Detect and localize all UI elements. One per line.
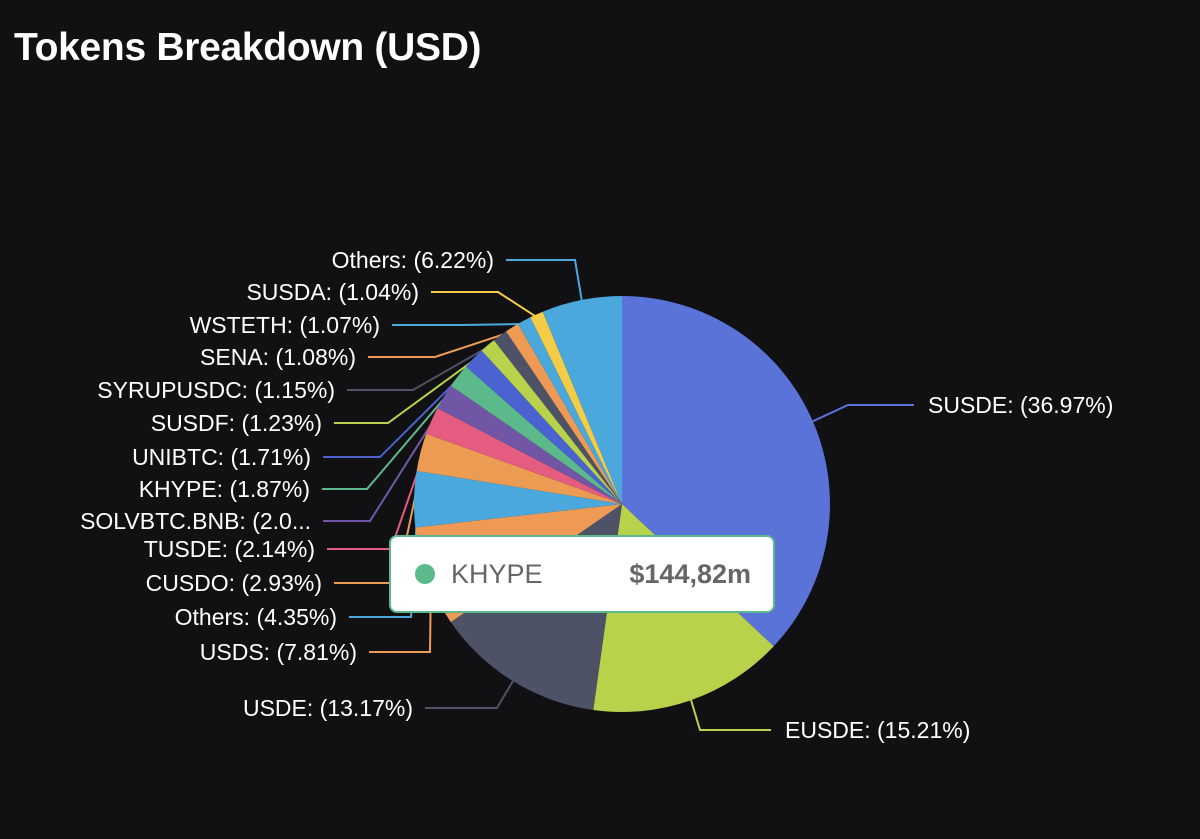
slice-label: SUSDF: (1.23%) bbox=[151, 410, 322, 436]
pie-slice-susde[interactable] bbox=[622, 296, 831, 647]
slice-label: EUSDE: (15.21%) bbox=[785, 717, 970, 743]
slice-label: SENA: (1.08%) bbox=[200, 344, 356, 370]
leader-line bbox=[322, 377, 463, 490]
leader-line bbox=[334, 347, 491, 424]
tooltip-series-name: KHYPE bbox=[451, 558, 543, 589]
slice-label: SUSDE: (36.97%) bbox=[928, 392, 1113, 418]
pie-slice-others[interactable] bbox=[542, 296, 622, 504]
leader-line bbox=[431, 291, 539, 319]
leader-line bbox=[323, 398, 449, 522]
pie-slice-syrupusdc[interactable] bbox=[493, 331, 622, 504]
leader-line bbox=[323, 360, 478, 458]
pie-slice-cusdo[interactable] bbox=[416, 433, 622, 504]
tooltip-color-dot bbox=[415, 564, 435, 584]
leader-line bbox=[688, 696, 771, 731]
slice-label: USDE: (13.17%) bbox=[243, 695, 413, 721]
leader-line bbox=[506, 259, 584, 305]
slice-label: Others: (4.35%) bbox=[175, 604, 337, 630]
leader-line bbox=[392, 323, 527, 326]
pie-slice-wsteth[interactable] bbox=[517, 317, 622, 504]
pie-slice-others[interactable] bbox=[413, 470, 622, 528]
pie-slice-tusde[interactable] bbox=[426, 408, 622, 504]
slice-label: CUSDO: (2.93%) bbox=[146, 570, 322, 596]
slice-label: KHYPE: (1.87%) bbox=[139, 476, 310, 502]
leader-line bbox=[808, 404, 914, 424]
leader-line bbox=[368, 329, 515, 358]
tooltip-value: $144,82m bbox=[629, 558, 751, 589]
pie-slice-sena[interactable] bbox=[506, 323, 622, 504]
pie-slice-susdf[interactable] bbox=[481, 340, 622, 504]
slice-label: WSTETH: (1.07%) bbox=[190, 312, 380, 338]
chart-title: Tokens Breakdown (USD) bbox=[14, 26, 482, 69]
slice-label: TUSDE: (2.14%) bbox=[144, 536, 315, 562]
slice-label: UNIBTC: (1.71%) bbox=[132, 444, 311, 470]
leader-line bbox=[425, 677, 516, 709]
pie-slice-unibtc[interactable] bbox=[465, 350, 622, 504]
pie-slice-khype[interactable] bbox=[450, 366, 622, 504]
slice-label: Others: (6.22%) bbox=[332, 247, 494, 273]
slice-label: SYRUPUSDC: (1.15%) bbox=[97, 377, 335, 403]
leader-line bbox=[347, 338, 503, 391]
pie-slice-susda[interactable] bbox=[530, 311, 622, 504]
slice-label: SOLVBTC.BNB: (2.0... bbox=[80, 508, 311, 534]
pie-slice-solvbtc-bnb[interactable] bbox=[437, 385, 622, 504]
slice-tooltip: KHYPE $144,82m bbox=[389, 535, 775, 613]
slice-label: USDS: (7.81%) bbox=[200, 639, 357, 665]
slice-label: SUSDA: (1.04%) bbox=[246, 279, 419, 305]
